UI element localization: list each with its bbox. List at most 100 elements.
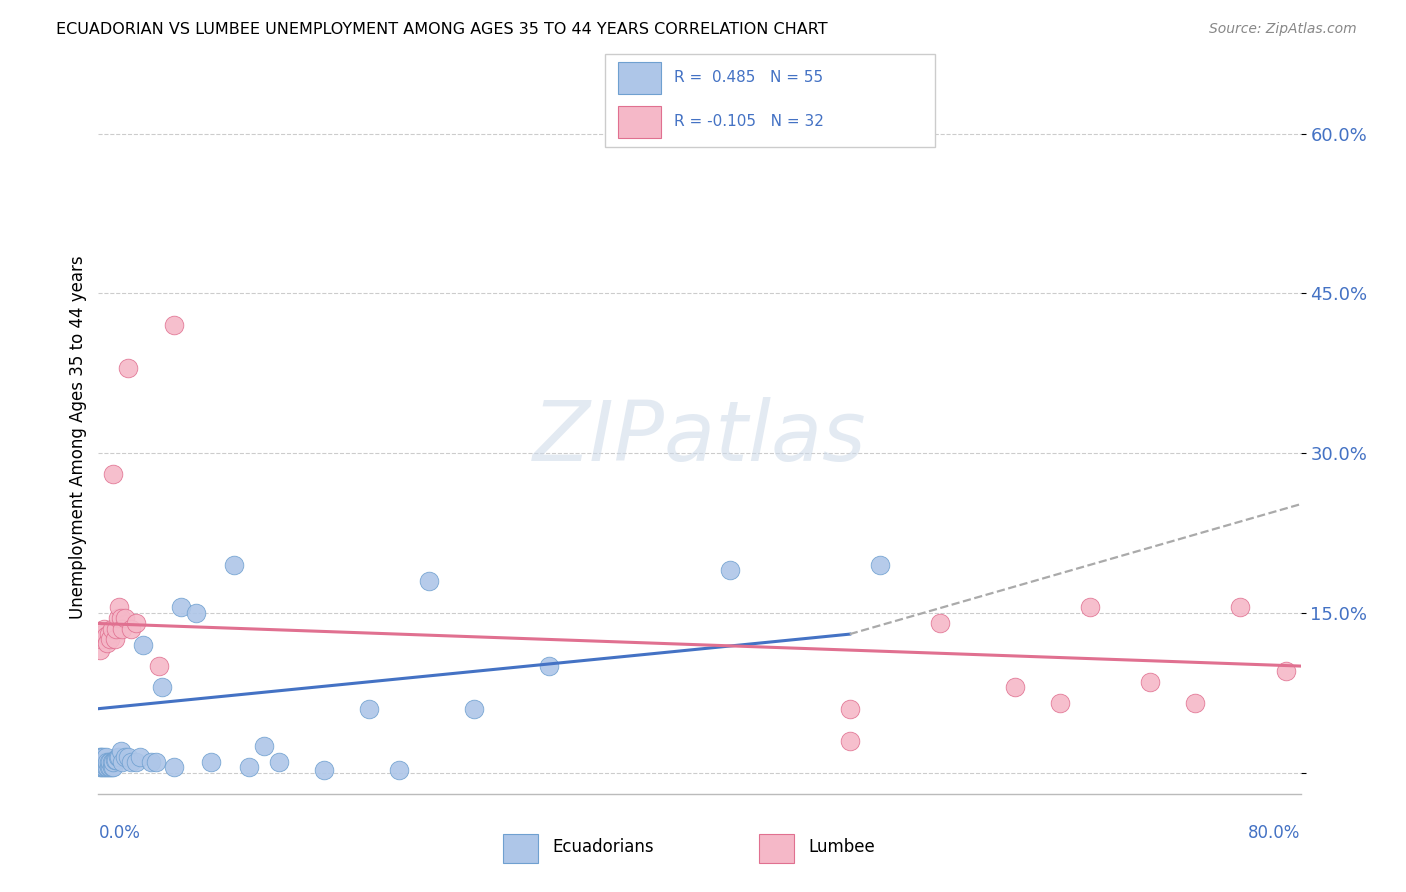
Point bbox=[117, 749, 139, 764]
Point bbox=[463, 701, 485, 715]
Point bbox=[93, 760, 115, 774]
Point bbox=[150, 681, 173, 695]
Point bbox=[89, 760, 111, 774]
Point bbox=[103, 755, 125, 769]
Point bbox=[139, 755, 162, 769]
Point bbox=[110, 611, 132, 625]
Point bbox=[108, 600, 131, 615]
Text: 80.0%: 80.0% bbox=[1249, 823, 1301, 842]
Point bbox=[97, 760, 120, 774]
Point bbox=[96, 635, 118, 649]
Text: ZIPatlas: ZIPatlas bbox=[533, 397, 866, 477]
Point bbox=[111, 755, 134, 769]
Text: 0.0%: 0.0% bbox=[98, 823, 141, 842]
Point bbox=[107, 749, 129, 764]
Point bbox=[170, 600, 193, 615]
Point bbox=[105, 622, 128, 636]
Point bbox=[93, 755, 115, 769]
Point bbox=[94, 629, 117, 643]
Point bbox=[91, 760, 114, 774]
FancyBboxPatch shape bbox=[605, 54, 935, 147]
Text: Ecuadorians: Ecuadorians bbox=[553, 838, 654, 856]
Text: ECUADORIAN VS LUMBEE UNEMPLOYMENT AMONG AGES 35 TO 44 YEARS CORRELATION CHART: ECUADORIAN VS LUMBEE UNEMPLOYMENT AMONG … bbox=[56, 22, 828, 37]
Point bbox=[129, 749, 152, 764]
Point bbox=[718, 563, 741, 577]
Point bbox=[125, 616, 148, 631]
Text: Lumbee: Lumbee bbox=[808, 838, 875, 856]
Point bbox=[89, 749, 111, 764]
Point bbox=[110, 744, 132, 758]
Point bbox=[1139, 675, 1161, 690]
Point bbox=[101, 760, 124, 774]
FancyBboxPatch shape bbox=[617, 62, 661, 94]
Point bbox=[104, 753, 127, 767]
Point bbox=[357, 701, 380, 715]
Point bbox=[418, 574, 440, 588]
Point bbox=[100, 755, 122, 769]
Point bbox=[238, 760, 260, 774]
Point bbox=[312, 764, 335, 778]
Point bbox=[1078, 600, 1101, 615]
Point bbox=[148, 659, 170, 673]
Point bbox=[91, 755, 114, 769]
Point bbox=[90, 749, 112, 764]
Point bbox=[132, 638, 155, 652]
Point bbox=[101, 622, 124, 636]
Point bbox=[96, 755, 118, 769]
Point bbox=[1184, 697, 1206, 711]
Point bbox=[97, 755, 120, 769]
Point bbox=[222, 558, 245, 572]
Point bbox=[104, 632, 127, 647]
Point bbox=[100, 632, 122, 647]
Point bbox=[91, 627, 114, 641]
Point bbox=[117, 360, 139, 375]
Point bbox=[103, 467, 125, 482]
Point bbox=[90, 760, 112, 774]
Point bbox=[103, 760, 125, 774]
Point bbox=[114, 611, 136, 625]
Point bbox=[253, 739, 276, 753]
FancyBboxPatch shape bbox=[617, 106, 661, 138]
Text: Source: ZipAtlas.com: Source: ZipAtlas.com bbox=[1209, 22, 1357, 37]
Point bbox=[121, 755, 143, 769]
Point bbox=[97, 627, 120, 641]
Point bbox=[114, 749, 136, 764]
Point bbox=[125, 755, 148, 769]
Point bbox=[101, 755, 124, 769]
Text: R =  0.485   N = 55: R = 0.485 N = 55 bbox=[673, 70, 823, 86]
Point bbox=[1049, 697, 1071, 711]
Text: R = -0.105   N = 32: R = -0.105 N = 32 bbox=[673, 114, 824, 129]
Point bbox=[94, 760, 117, 774]
Point bbox=[838, 733, 860, 747]
Point bbox=[538, 659, 561, 673]
Point bbox=[107, 611, 129, 625]
Point bbox=[93, 622, 115, 636]
Point bbox=[869, 558, 891, 572]
Point bbox=[145, 755, 167, 769]
Point bbox=[929, 616, 952, 631]
Y-axis label: Unemployment Among Ages 35 to 44 years: Unemployment Among Ages 35 to 44 years bbox=[69, 255, 87, 619]
Point bbox=[91, 749, 114, 764]
FancyBboxPatch shape bbox=[503, 834, 538, 863]
Point bbox=[111, 622, 134, 636]
Point bbox=[267, 755, 290, 769]
Point bbox=[1274, 665, 1296, 679]
Point bbox=[108, 749, 131, 764]
Point bbox=[162, 318, 184, 333]
Point bbox=[121, 622, 143, 636]
Point bbox=[89, 755, 111, 769]
Point bbox=[90, 632, 112, 647]
Point bbox=[89, 643, 111, 657]
Point bbox=[96, 760, 118, 774]
Point bbox=[100, 760, 122, 774]
Point bbox=[90, 755, 112, 769]
Point bbox=[200, 755, 222, 769]
Point bbox=[94, 755, 117, 769]
Point bbox=[94, 749, 117, 764]
Point bbox=[105, 753, 128, 767]
Point bbox=[1004, 681, 1026, 695]
FancyBboxPatch shape bbox=[759, 834, 793, 863]
Point bbox=[388, 764, 411, 778]
Point bbox=[838, 701, 860, 715]
Point bbox=[1229, 600, 1251, 615]
